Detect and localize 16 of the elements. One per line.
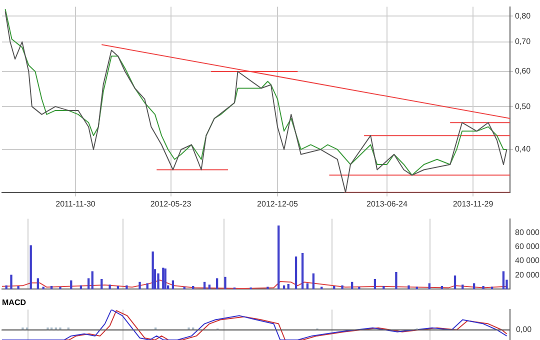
chart-title: MACD: [2, 298, 26, 308]
x-tick-label: 2013-06-24: [366, 199, 408, 208]
x-tick-label: 2011-11-30: [56, 199, 96, 208]
y-tick-label: 20 000: [515, 270, 540, 280]
ref-line-label: 0,00: [516, 325, 532, 334]
y-tick-label: 0,70: [515, 37, 532, 46]
y-tick-label: 0,60: [515, 66, 532, 76]
y-tick-label: 40 000: [515, 256, 540, 266]
y-tick-label: 0,80: [515, 11, 532, 20]
x-tick-label: 2012-05-23: [150, 199, 192, 208]
x-tick-label: 2013-11-29: [452, 199, 494, 208]
y-tick-label: 60 000: [515, 242, 540, 252]
x-tick-label: 2012-12-05: [257, 199, 299, 208]
y-tick-label: 80 000: [515, 228, 540, 238]
y-tick-label: 0,40: [515, 144, 532, 154]
y-tick-label: 0,50: [515, 102, 532, 111]
